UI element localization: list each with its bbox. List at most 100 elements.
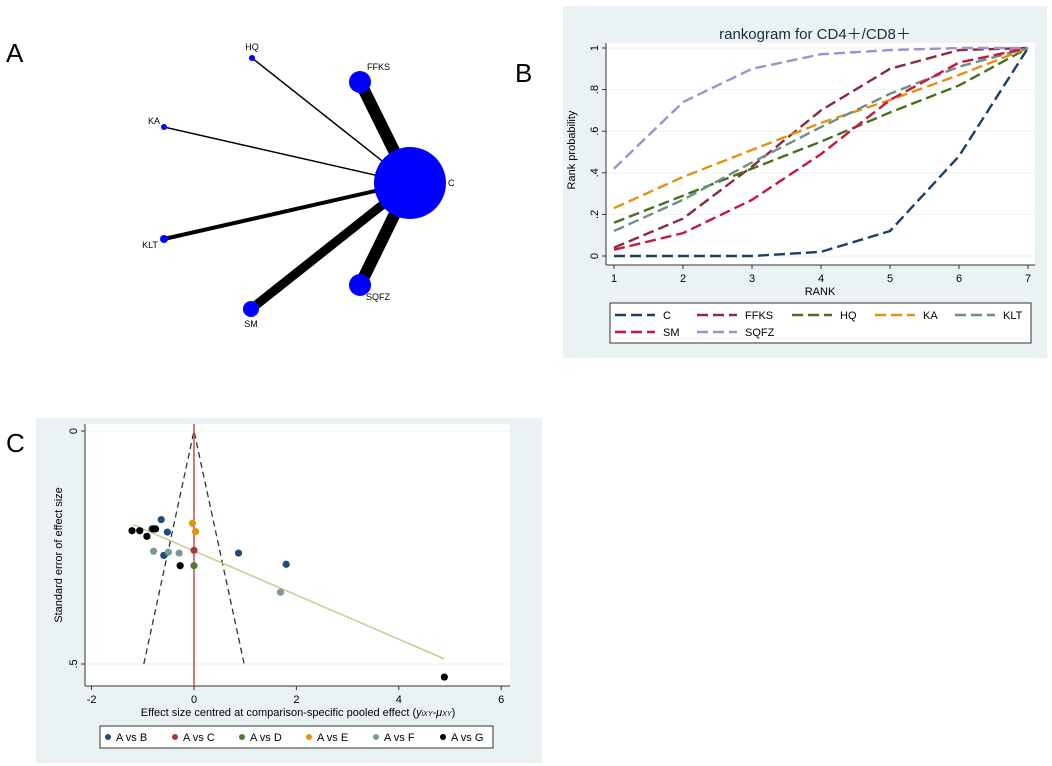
y-tick-label: .5	[68, 659, 80, 668]
y-axis-label: Rank probability	[566, 110, 578, 189]
legend-label: KLT	[1003, 310, 1023, 322]
data-point	[163, 528, 171, 536]
data-point	[152, 525, 160, 533]
network-node	[243, 301, 259, 317]
x-axis-label-part: Effect size centred at comparison-specif…	[141, 707, 417, 719]
legend-label: SM	[663, 327, 680, 339]
panel-label-a: A	[6, 38, 24, 68]
y-axis-label: Standard error of effect size	[53, 487, 65, 623]
x-axis-label-part: iXY	[422, 711, 434, 718]
y-tick-label: .2	[589, 210, 601, 219]
legend-marker	[105, 734, 111, 740]
y-tick-label: .4	[589, 168, 601, 177]
x-tick-label: 4	[396, 694, 402, 706]
x-tick-label: 2	[293, 694, 299, 706]
legend-marker	[373, 734, 379, 740]
network-node-label: SQFZ	[366, 292, 391, 302]
network-node-label: SM	[244, 319, 258, 329]
data-point	[176, 562, 184, 570]
data-point	[188, 519, 197, 527]
y-tick-label: 0	[68, 428, 80, 434]
data-point	[440, 673, 448, 681]
legend	[609, 302, 1032, 344]
x-tick-label: -2	[87, 694, 97, 706]
funnel-plot: 0 .5 -2 0 2 4 6 Effect size centred at comparis…	[53, 424, 510, 749]
series-line-ka	[613, 46, 1029, 210]
network-node	[349, 71, 371, 93]
series-line-sqfz	[613, 46, 1028, 170]
data-point	[190, 562, 198, 570]
data-point	[149, 547, 158, 555]
data-point	[234, 549, 243, 557]
network-node	[161, 124, 167, 130]
data-point	[276, 588, 285, 596]
legend-label: HQ	[840, 310, 857, 322]
rankogram-title: rankogram for CD4＋/CD8＋	[719, 26, 911, 43]
data-point	[136, 527, 144, 535]
y-tick-label: 1	[589, 45, 601, 51]
x-tick-label: 5	[887, 273, 893, 285]
legend-marker	[172, 734, 178, 740]
x-axis-label-part: -μ	[433, 707, 443, 719]
data-point	[191, 528, 200, 536]
x-axis-label-part: y	[415, 707, 423, 719]
series-line-klt	[613, 46, 1029, 233]
data-point	[143, 532, 151, 540]
data-point	[157, 515, 165, 524]
legend-label: A vs C	[183, 732, 215, 744]
legend-label: A vs G	[451, 732, 483, 744]
x-tick-label: 6	[498, 694, 504, 706]
data-point	[128, 527, 136, 535]
y-tick-label: .8	[589, 85, 601, 94]
network-edge	[163, 126, 411, 184]
x-axis-label-part: XY	[441, 711, 453, 718]
legend-label: A vs F	[384, 732, 415, 744]
data-point	[164, 548, 172, 556]
network-node-label: FFKS	[367, 62, 390, 72]
legend-label: SQFZ	[745, 327, 775, 339]
x-axis-label: RANK	[805, 286, 836, 298]
x-tick-label: 1	[611, 273, 617, 285]
panel-label-b: B	[515, 58, 532, 88]
y-tick-label: 0	[589, 253, 601, 259]
legend-label: A vs D	[250, 732, 282, 744]
data-point	[282, 560, 290, 568]
series-line-sm	[613, 46, 1029, 251]
x-tick-label: 3	[749, 273, 755, 285]
x-axis-label-part: )	[452, 707, 456, 719]
legend-label: FFKS	[745, 310, 773, 322]
legend-marker	[239, 734, 245, 740]
legend-label: A vs E	[317, 732, 348, 744]
series-line-hq	[613, 46, 1029, 224]
legend-marker	[440, 734, 446, 740]
network-node	[160, 235, 168, 243]
x-tick-label: 2	[680, 273, 686, 285]
data-point	[190, 546, 198, 554]
x-tick-label: 4	[818, 273, 824, 285]
panel-label-c: C	[6, 428, 25, 458]
rankogram-chart: 0 .2 .4 .6 .8 1 1 2 3 4 5 6 7 RANK Rank probability C FF…	[566, 43, 1035, 344]
series-line-ffks	[613, 46, 1029, 249]
legend-marker	[306, 734, 312, 740]
x-tick-label: 0	[191, 694, 197, 706]
network-node	[349, 274, 371, 296]
legend-label: C	[663, 310, 671, 322]
network-node	[374, 147, 446, 219]
plot-area	[85, 424, 510, 686]
x-tick-label: 7	[1025, 273, 1031, 285]
network-plot: C FFKS HQ KA KLT SQFZ SM	[142, 42, 455, 329]
legend-label: KA	[923, 310, 938, 322]
x-axis-label: Effect size centred at comparison-specif…	[141, 707, 455, 719]
network-node-label: HQ	[245, 42, 259, 52]
y-tick-label: .6	[589, 127, 601, 136]
data-point	[175, 549, 183, 557]
legend-label: A vs B	[116, 732, 147, 744]
fit-line	[132, 523, 445, 660]
x-tick-label: 6	[956, 273, 962, 285]
network-node-label: C	[448, 178, 455, 188]
network-node-label: KLT	[142, 240, 158, 250]
network-edge	[163, 181, 411, 241]
series-line-c	[614, 47, 1030, 258]
network-node-label: KA	[148, 116, 160, 126]
